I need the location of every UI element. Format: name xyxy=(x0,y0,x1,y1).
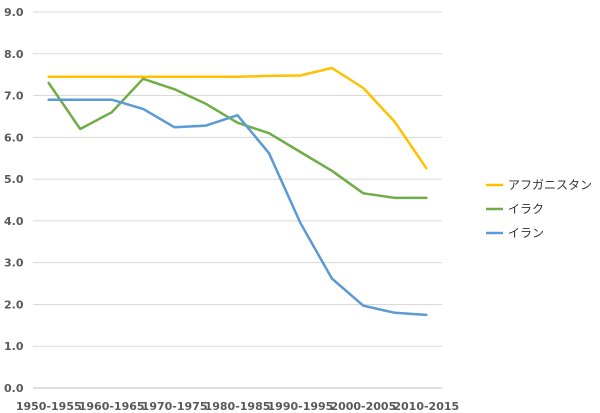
y-tick-label: 5.0 xyxy=(4,173,24,186)
y-tick-label: 3.0 xyxy=(4,257,24,270)
series-line-0 xyxy=(47,66,428,170)
y-tick-label: 2.0 xyxy=(4,298,24,311)
x-axis-ticks: 1950-19551960-19651970-19751980-19851990… xyxy=(16,400,459,413)
x-tick-label: 1960-1965 xyxy=(79,400,145,413)
series-lines xyxy=(47,66,428,317)
legend-item: イラン xyxy=(486,226,544,240)
series-line-2 xyxy=(47,98,428,317)
x-tick-label: 1990-1995 xyxy=(268,400,334,413)
y-tick-label: 8.0 xyxy=(4,48,24,61)
y-tick-label: 4.0 xyxy=(4,215,24,228)
legend-item: アフガニスタン xyxy=(486,178,592,192)
y-tick-label: 9.0 xyxy=(4,6,24,19)
y-tick-label: 6.0 xyxy=(4,131,24,144)
x-tick-label: 2000-2005 xyxy=(330,400,396,413)
x-tick-label: 2010-2015 xyxy=(393,400,459,413)
legend-label: イラク xyxy=(508,202,544,216)
series-line-1 xyxy=(47,77,428,200)
y-tick-label: 0.0 xyxy=(4,382,24,395)
gridlines xyxy=(33,11,442,389)
x-tick-label: 1980-1985 xyxy=(205,400,271,413)
y-tick-label: 7.0 xyxy=(4,90,24,103)
x-tick-label: 1970-1975 xyxy=(142,400,208,413)
legend-item: イラク xyxy=(486,202,544,216)
legend-label: アフガニスタン xyxy=(508,178,592,192)
legend-label: イラン xyxy=(508,226,544,240)
x-tick-label: 1950-1955 xyxy=(16,400,82,413)
y-tick-label: 1.0 xyxy=(4,340,24,353)
y-axis-ticks: 0.0 1.0 2.0 3.0 4.0 5.0 6.0 7.0 8.0 9.0 xyxy=(4,6,24,395)
